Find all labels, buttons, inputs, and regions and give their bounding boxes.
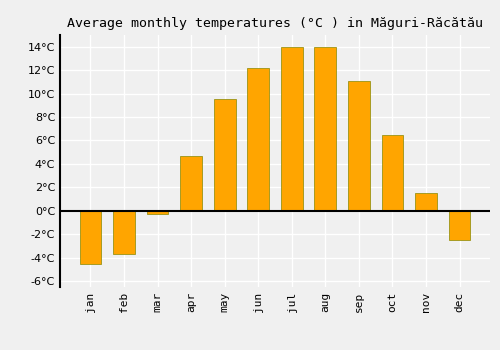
Bar	[314, 47, 336, 211]
Bar	[248, 68, 269, 211]
Bar	[281, 47, 302, 211]
Title: Average monthly temperatures (°C ) in Măguri-Răcătău: Average monthly temperatures (°C ) in Mă…	[67, 17, 483, 30]
Bar	[382, 135, 404, 211]
Bar	[348, 81, 370, 211]
Bar	[448, 211, 470, 240]
Bar	[415, 193, 437, 211]
Bar	[180, 156, 202, 211]
Bar	[214, 99, 236, 211]
Bar	[113, 211, 135, 254]
Bar	[80, 211, 102, 264]
Bar	[146, 211, 169, 214]
